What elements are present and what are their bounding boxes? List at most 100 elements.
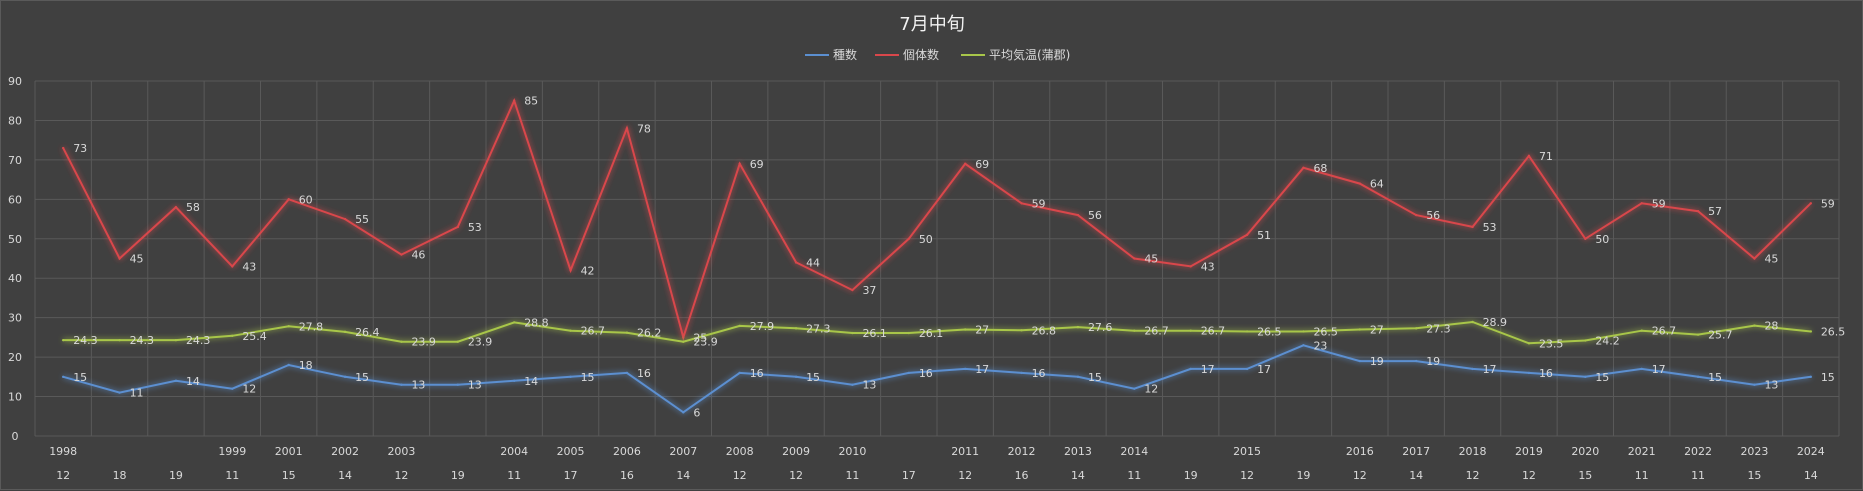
data-point: [1809, 330, 1813, 333]
data-label: 15: [1595, 371, 1609, 384]
x-tick-label-day: 15: [1747, 469, 1761, 482]
data-point: [682, 411, 685, 414]
data-point: [907, 371, 911, 375]
data-point: [174, 379, 178, 382]
x-tick-label-year: 1999: [218, 445, 246, 458]
data-point: [343, 375, 347, 379]
x-tick-label-year: 2014: [1120, 445, 1148, 458]
data-point: [1753, 324, 1756, 327]
data-point: [1189, 329, 1192, 332]
x-tick-label-day: 14: [1804, 469, 1818, 482]
data-label: 25.4: [242, 330, 267, 343]
data-label: 58: [186, 201, 200, 214]
data-point: [1414, 213, 1418, 217]
data-label: 45: [130, 253, 144, 266]
data-point: [1245, 233, 1249, 237]
series-line-1: [62, 344, 1811, 414]
data-point: [61, 146, 65, 150]
data-point: [682, 340, 685, 343]
data-point: [1133, 329, 1136, 332]
data-point: [851, 288, 854, 292]
data-label: 24.2: [1595, 335, 1620, 348]
data-label: 28.8: [524, 316, 549, 329]
data-point: [512, 321, 516, 324]
data-label: 27.3: [1426, 322, 1451, 335]
data-point: [569, 375, 572, 379]
x-tick-label-day: 19: [1296, 469, 1310, 482]
y-tick-label: 50: [8, 233, 22, 246]
data-label: 27.3: [806, 322, 831, 335]
data-label: 15: [1821, 371, 1835, 384]
data-label: 69: [750, 158, 764, 171]
data-point: [1358, 328, 1362, 331]
x-tick-label-year: 2003: [387, 445, 415, 458]
data-label: 13: [862, 379, 876, 392]
x-tick-label-year: 2007: [669, 445, 697, 458]
data-point: [1302, 166, 1305, 169]
data-label: 78: [637, 122, 651, 135]
x-tick-label-day: 18: [113, 469, 127, 482]
x-tick-label-day: 16: [1015, 469, 1029, 482]
data-label: 26.5: [1257, 325, 1282, 338]
data-point: [1358, 359, 1362, 363]
data-point: [963, 162, 967, 166]
y-tick-label: 70: [8, 154, 22, 167]
data-label: 26.5: [1821, 325, 1846, 338]
legend: 種数 個体数 平均気温(蒲郡): [805, 47, 1070, 62]
data-point: [625, 127, 629, 130]
data-label: 23.9: [468, 336, 493, 349]
y-axis: 0 10 20 30 40 50 60 70 80 90: [8, 75, 22, 443]
data-label: 23.9: [411, 336, 436, 349]
x-tick-label-year: 1998: [49, 445, 77, 458]
data-label: 60: [299, 193, 313, 206]
data-label: 26.8: [1032, 324, 1057, 337]
data-label: 13: [411, 379, 425, 392]
data-label: 57: [1708, 205, 1722, 218]
x-tick-label-day: 11: [1635, 469, 1649, 482]
data-point: [231, 334, 234, 338]
x-tick-label-day: 14: [1409, 469, 1423, 482]
data-point: [1358, 182, 1362, 185]
data-point: [118, 257, 121, 260]
x-tick-label-year: 2019: [1515, 445, 1543, 458]
x-tick-label-day: 12: [1240, 469, 1254, 482]
data-label: 26.7: [1201, 325, 1226, 338]
data-point: [287, 363, 290, 367]
data-label: 23.5: [1539, 337, 1564, 350]
x-tick-label-day: 14: [338, 469, 352, 482]
x-tick-label-day: 12: [958, 469, 972, 482]
x-tick-label-day: 14: [1071, 469, 1085, 482]
y-tick-label: 20: [8, 351, 22, 364]
x-tick-label-year: 2022: [1684, 445, 1712, 458]
x-tick-label-day: 19: [451, 469, 465, 482]
data-point: [512, 379, 516, 382]
data-label: 43: [1201, 260, 1215, 273]
data-point: [231, 387, 234, 390]
data-point: [1640, 329, 1643, 332]
data-label: 12: [242, 383, 256, 396]
data-point: [400, 340, 403, 343]
data-point: [174, 206, 178, 209]
data-point: [625, 331, 629, 334]
x-tick-label-year: 2017: [1402, 445, 1430, 458]
data-point: [738, 371, 741, 375]
data-point: [569, 329, 572, 332]
data-label: 27.8: [299, 320, 324, 333]
data-label: 26.7: [581, 325, 606, 338]
data-point: [61, 338, 65, 342]
data-label: 56: [1426, 209, 1440, 222]
x-tick-label-year: 2006: [613, 445, 641, 458]
chart-title: 7月中旬: [899, 14, 964, 35]
data-point: [456, 225, 460, 229]
data-point: [400, 383, 403, 386]
series-line-3: [63, 320, 1811, 345]
data-label: 14: [186, 375, 200, 388]
data-point: [1302, 344, 1305, 347]
data-label: 25: [693, 331, 707, 344]
x-tick-label-year: 2020: [1571, 445, 1599, 458]
data-point: [1809, 375, 1813, 379]
x-tick-label-day: 15: [282, 469, 296, 482]
data-label: 43: [242, 260, 256, 273]
